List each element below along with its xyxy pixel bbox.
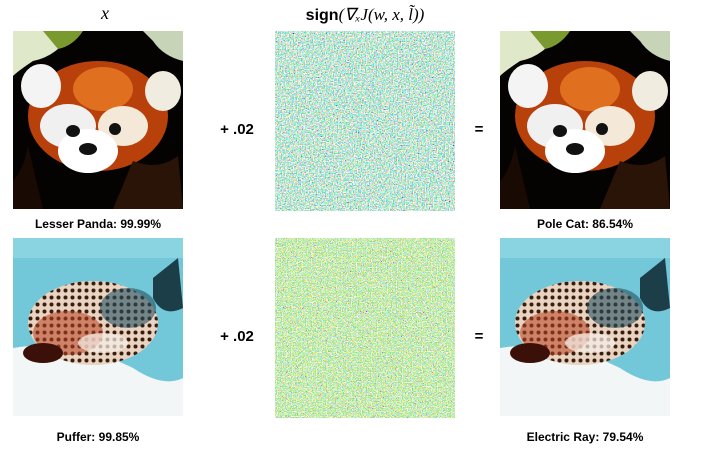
adversarial-label: Pole Cat: 86.54% bbox=[537, 217, 633, 231]
original-label: Puffer: 99.85% bbox=[57, 430, 140, 444]
perturbation-function: sign bbox=[306, 7, 339, 24]
input-label: x bbox=[100, 3, 109, 23]
perturbation-argument: (∇ₓJ(w, x, l̃)) bbox=[339, 5, 425, 24]
adversarial-label: Electric Ray: 79.54% bbox=[527, 430, 644, 444]
equals: = bbox=[475, 328, 484, 345]
adversarial-image bbox=[500, 238, 670, 416]
original-image bbox=[13, 238, 183, 416]
original-label: Lesser Panda: 99.99% bbox=[35, 217, 161, 231]
operator: + .02 bbox=[220, 121, 254, 138]
perturbation-image bbox=[275, 31, 455, 211]
perturbation-label: sign(∇ₓJ(w, x, l̃)) bbox=[306, 5, 425, 24]
original-image bbox=[13, 31, 183, 209]
adversarial-image bbox=[500, 31, 670, 209]
equals: = bbox=[475, 121, 484, 138]
operator: + .02 bbox=[220, 328, 254, 345]
perturbation-image bbox=[275, 238, 455, 418]
